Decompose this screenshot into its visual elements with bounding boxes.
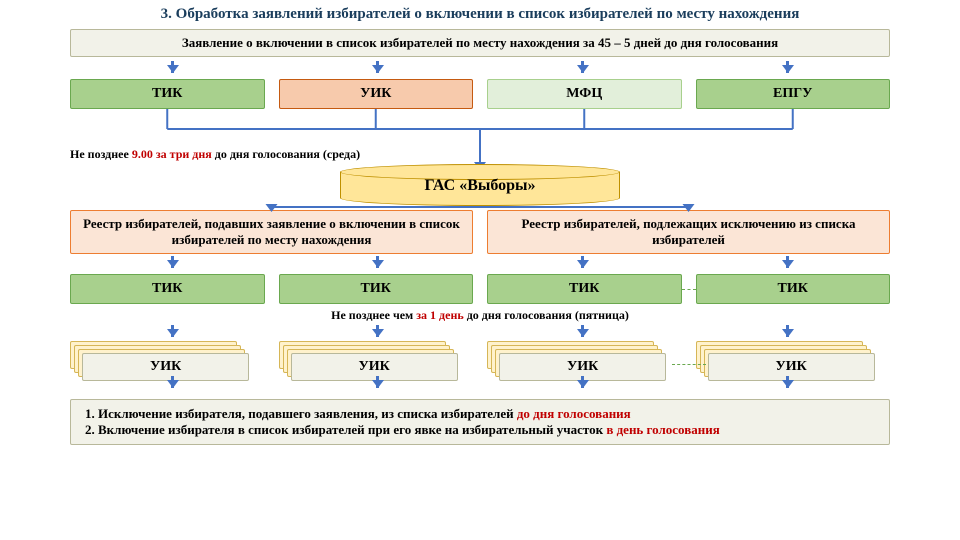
tik-box: ТИК <box>279 274 474 304</box>
header-box: Заявление о включении в список избирател… <box>70 29 890 57</box>
uik-stack: УИК <box>279 341 474 375</box>
uik-stack: УИК <box>70 341 265 375</box>
dashed-connector-uik <box>672 364 706 365</box>
uik-stack: УИК <box>487 341 682 375</box>
arrows-3 <box>70 325 890 341</box>
source-box: УИК <box>279 79 474 109</box>
registry-box-exclude: Реестр избирателей, подлежащих исключени… <box>487 210 890 254</box>
tik-box: ТИК <box>696 274 891 304</box>
arrows-2 <box>70 254 890 274</box>
source-box: МФЦ <box>487 79 682 109</box>
source-box: ЕПГУ <box>696 79 891 109</box>
source-box: ТИК <box>70 79 265 109</box>
note-deadline-1: Не позднее 9.00 за три дня до дня голосо… <box>70 147 890 162</box>
uik-row: УИК УИК УИК УИК <box>70 341 890 375</box>
tik-box: ТИК <box>70 274 265 304</box>
dashed-connector-tik <box>682 289 696 290</box>
registry-row: Реестр избирателей, подавших заявление о… <box>70 210 890 254</box>
registry-box-include: Реестр избирателей, подавших заявление о… <box>70 210 473 254</box>
tik-row: ТИК ТИК ТИК ТИК <box>70 274 890 304</box>
tik-box: ТИК <box>487 274 682 304</box>
arrows-1 <box>70 59 890 79</box>
diagram-title: 3. Обработка заявлений избирателей о вкл… <box>0 0 960 27</box>
note-deadline-2: Не позднее чем за 1 день до дня голосова… <box>70 308 890 323</box>
final-box: 1. Исключение избирателя, подавшего заяв… <box>70 399 890 445</box>
cylinder-gas: ГАС «Выборы» <box>340 164 620 206</box>
uik-stack: УИК <box>696 341 891 375</box>
source-row: ТИК УИК МФЦ ЕПГУ <box>70 79 890 109</box>
